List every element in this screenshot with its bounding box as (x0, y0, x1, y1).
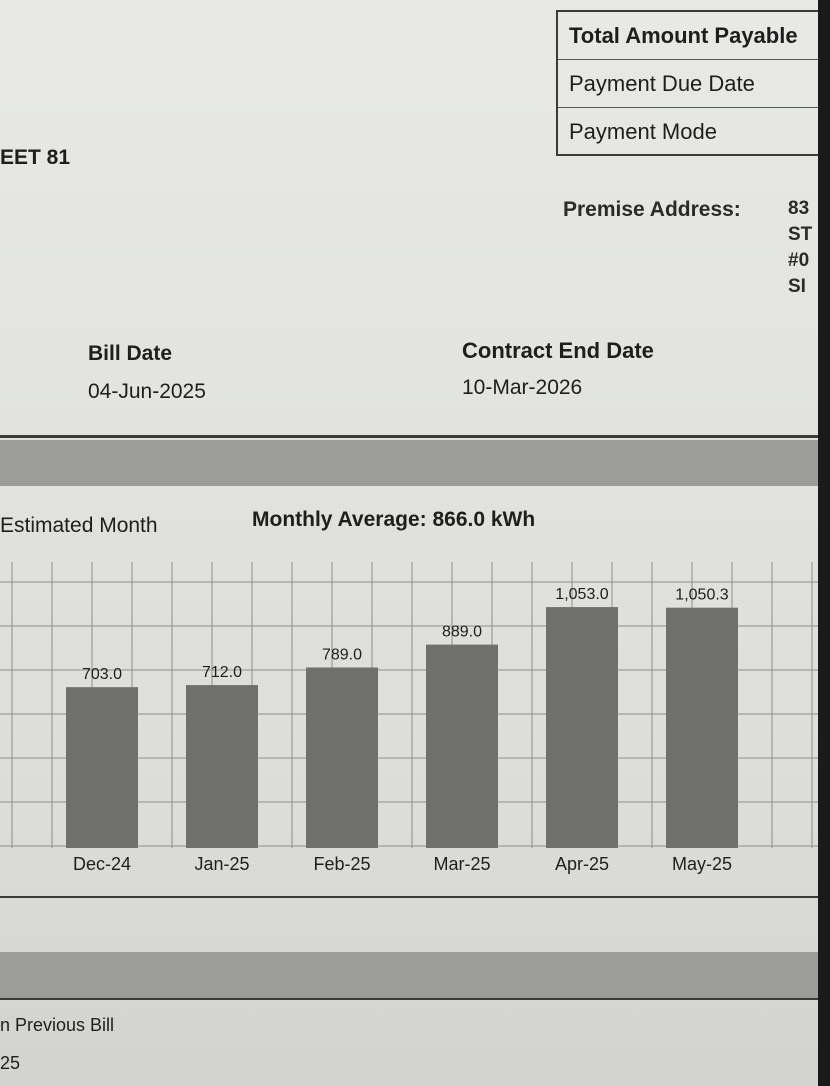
bar-jan-25 (186, 685, 258, 848)
monthly-average: Monthly Average: 866.0 kWh (252, 508, 536, 531)
contract-end-date-value: 10-Mar-2026 (462, 376, 583, 399)
payment-mode-label: Payment Mode (569, 119, 717, 144)
bar-dec-24 (66, 687, 138, 848)
bar-apr-25 (546, 607, 618, 848)
bar-value-label: 889.0 (442, 624, 482, 641)
chart-bottom-divider (0, 896, 818, 898)
bar-value-label: 712.0 (202, 664, 242, 681)
bar-value-label: 703.0 (82, 666, 122, 683)
x-tick-label: Feb-25 (313, 854, 370, 874)
summary-table: Total Amount Payable Payment Due Date Pa… (556, 10, 818, 156)
premise-address-label: Premise Address: (563, 198, 741, 221)
section-divider (0, 435, 818, 438)
premise-address-line2: ST (788, 224, 813, 245)
section-header-band (0, 440, 818, 486)
x-tick-label: Jan-25 (194, 854, 249, 874)
payment-due-date-label: Payment Due Date (558, 60, 818, 108)
previous-bill-label: n Previous Bill (0, 1015, 115, 1035)
estimated-month-legend: Estimated Month (0, 514, 158, 537)
section-header-band-2 (0, 952, 818, 998)
premise-address-line3: #0 (788, 250, 810, 271)
bar-may-25 (666, 607, 738, 848)
contract-end-date-label: Contract End Date (462, 338, 654, 363)
bar-value-label: 789.0 (322, 646, 362, 663)
x-tick-label: Dec-24 (73, 854, 131, 874)
bar-feb-25 (306, 667, 378, 848)
photo-edge (818, 0, 830, 1086)
consumption-bar-chart: 703.0 Dec-24 712.0 Jan-25 789.0 Feb-25 889.0 Ma… (0, 562, 818, 874)
bill-date-label: Bill Date (88, 342, 173, 365)
x-tick-label: May-25 (672, 854, 732, 874)
bar-value-label: 1,050.3 (675, 587, 728, 604)
section-divider-2 (0, 998, 818, 1000)
total-amount-payable-label: Total Amount Payable (558, 12, 818, 60)
x-tick-label: Apr-25 (555, 854, 609, 874)
premise-address-line4: SI (788, 276, 806, 297)
premise-address: 83 ST #0 SI (788, 196, 812, 300)
bill-date-value: 04-Jun-2025 (88, 380, 206, 403)
customer-street: EET 81 (0, 146, 71, 169)
bar-mar-25 (426, 644, 498, 848)
premise-address-line1: 83 (788, 198, 810, 219)
bar-value-label: 1,053.0 (555, 586, 608, 603)
x-tick-label: Mar-25 (433, 854, 490, 874)
previous-bill-value: 25 (0, 1053, 21, 1073)
